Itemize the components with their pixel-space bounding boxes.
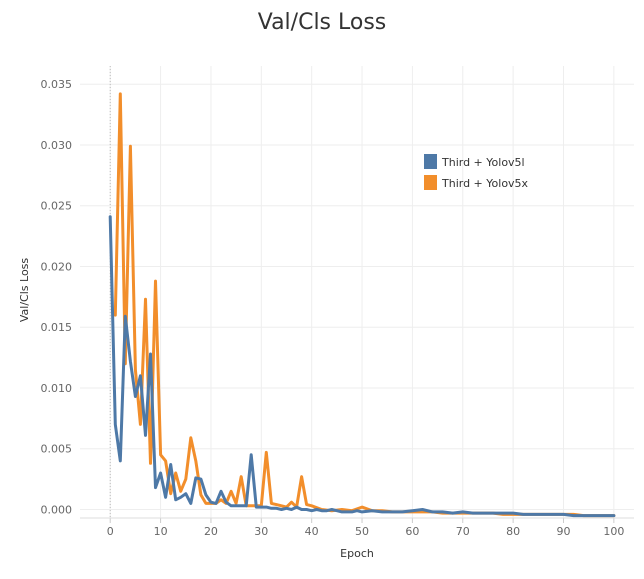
y-tick-label: 0.030 (41, 139, 73, 152)
series-lines (108, 92, 616, 518)
x-axis-label: Epoch (340, 547, 374, 560)
y-axis-label: Val/Cls Loss (18, 258, 31, 323)
chart-title: Val/Cls Loss (257, 10, 387, 35)
x-tick-label: 50 (355, 525, 369, 538)
legend-swatch (424, 175, 437, 190)
y-tick-label: 0.035 (41, 78, 73, 91)
x-tick-label: 30 (254, 525, 268, 538)
x-tick-label: 60 (405, 525, 419, 538)
y-tick-label: 0.020 (41, 260, 73, 273)
axes: 0 10 20 30 40 50 60 70 80 90 100 0.000 0.005 0.010 0.0… (41, 78, 634, 538)
gridlines (80, 66, 634, 518)
x-tick-label: 10 (154, 525, 168, 538)
x-tick-label: 0 (107, 525, 114, 538)
legend-swatch (424, 154, 437, 169)
series-line-yolov5x (113, 92, 616, 518)
y-tick-label: 0.000 (41, 503, 73, 516)
x-tick-label: 70 (456, 525, 470, 538)
x-tick-label: 100 (603, 525, 624, 538)
x-tick-label: 40 (305, 525, 319, 538)
legend: Third + Yolov5l Third + Yolov5x (424, 154, 529, 190)
y-tick-label: 0.005 (41, 443, 73, 456)
y-tick-label: 0.025 (41, 200, 73, 213)
y-tick-label: 0.010 (41, 382, 73, 395)
series-line-yolov5l (108, 215, 616, 518)
x-tick-label: 80 (506, 525, 520, 538)
x-tick-label: 20 (204, 525, 218, 538)
x-tick-label: 90 (556, 525, 570, 538)
y-tick-label: 0.015 (41, 321, 73, 334)
legend-label: Third + Yolov5x (441, 177, 529, 190)
legend-label: Third + Yolov5l (441, 156, 525, 169)
